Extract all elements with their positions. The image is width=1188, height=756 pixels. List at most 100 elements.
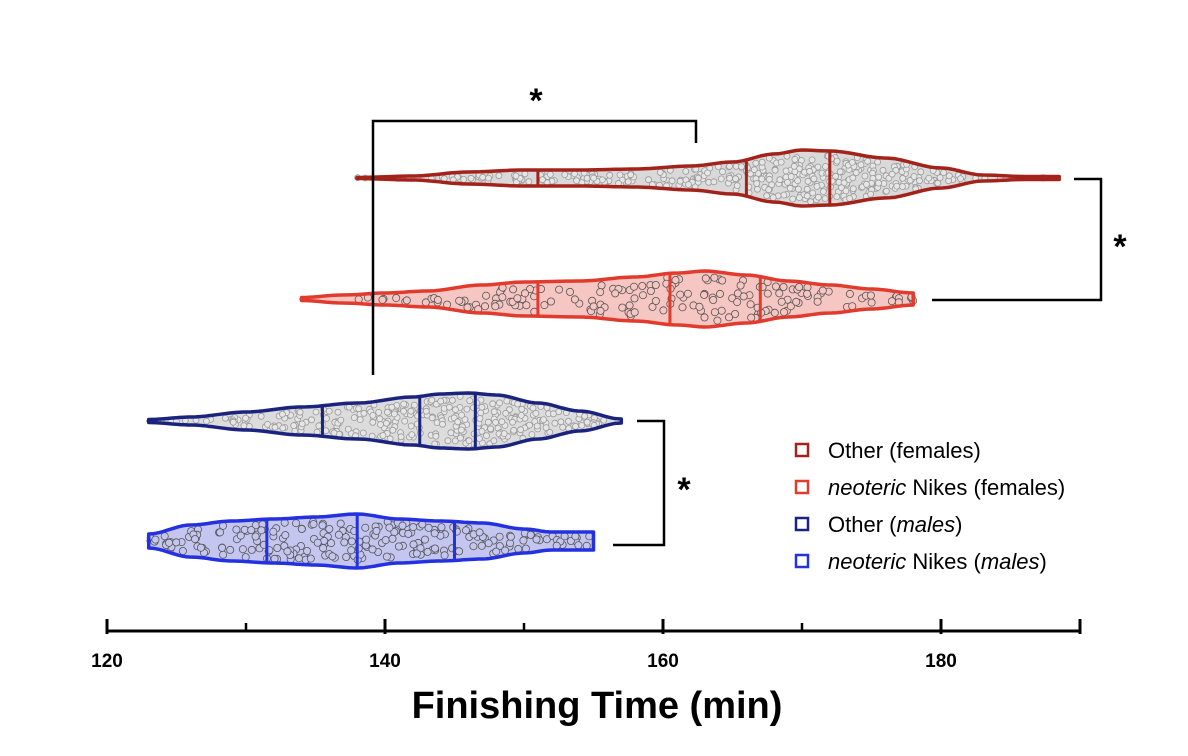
- data-point: [758, 158, 766, 166]
- data-point: [378, 295, 387, 304]
- data-point: [490, 437, 498, 445]
- data-point: [372, 526, 381, 535]
- data-point: [765, 186, 773, 194]
- data-point: [864, 157, 872, 165]
- data-point: [822, 163, 829, 170]
- data-point: [151, 535, 160, 544]
- data-point: [495, 542, 504, 551]
- data-point: [495, 532, 504, 541]
- data-point: [509, 418, 516, 426]
- data-point: [651, 296, 660, 305]
- data-point: [718, 276, 727, 285]
- data-point: [412, 549, 421, 558]
- data-point: [789, 195, 797, 203]
- data-point: [810, 175, 818, 183]
- data-point: [221, 414, 229, 422]
- data-point: [863, 180, 870, 188]
- data-point: [611, 289, 620, 298]
- data-point: [630, 282, 639, 291]
- data-point: [804, 177, 812, 185]
- data-point: [336, 519, 345, 528]
- data-point: [795, 283, 804, 292]
- data-point: [298, 420, 306, 428]
- data-point: [178, 547, 187, 556]
- data-point: [746, 300, 755, 309]
- data-point: [803, 289, 812, 298]
- legend-label: neoteric Nikes (males): [828, 549, 1047, 574]
- data-point: [160, 532, 169, 541]
- data-point: [350, 414, 358, 422]
- data-point: [678, 303, 687, 312]
- data-point: [682, 167, 690, 175]
- data-point: [514, 400, 521, 408]
- data-point: [578, 421, 586, 429]
- data-point: [313, 538, 322, 547]
- data-point: [509, 285, 518, 294]
- data-point: [388, 534, 397, 543]
- data-point: [456, 434, 464, 442]
- data-point: [292, 519, 301, 528]
- data-point: [695, 302, 704, 311]
- data-point: [202, 417, 210, 425]
- data-point: [754, 185, 761, 193]
- data-point: [750, 166, 758, 174]
- data-point: [325, 407, 333, 415]
- data-point: [701, 274, 710, 283]
- data-point: [529, 404, 537, 412]
- data-point: [484, 418, 492, 426]
- data-point: [455, 296, 464, 305]
- data-point: [278, 410, 286, 418]
- data-point: [445, 403, 453, 411]
- data-point: [219, 550, 228, 559]
- data-point: [433, 295, 442, 304]
- data-point: [551, 419, 559, 427]
- data-point: [485, 174, 492, 182]
- data-point: [318, 521, 327, 530]
- data-point: [428, 396, 436, 404]
- data-point: [510, 426, 518, 434]
- data-point: [546, 170, 554, 178]
- data-point: [477, 541, 486, 550]
- data-point: [498, 293, 507, 302]
- data-point: [334, 530, 343, 539]
- data-point: [482, 291, 491, 300]
- data-point: [475, 528, 484, 537]
- data-point: [383, 408, 391, 416]
- data-point: [430, 529, 439, 538]
- violin-outline-neoteric_females: [299, 269, 915, 329]
- data-point: [407, 407, 415, 415]
- data-point: [777, 158, 785, 166]
- data-point: [503, 397, 511, 405]
- data-point: [498, 418, 506, 426]
- data-point: [596, 288, 605, 297]
- data-point: [565, 417, 572, 425]
- data-point: [400, 400, 408, 408]
- data-point: [273, 544, 282, 553]
- data-point: [190, 535, 199, 544]
- data-point: [479, 173, 487, 181]
- data-point: [630, 308, 639, 317]
- data-point: [519, 536, 528, 545]
- data-point: [467, 174, 475, 182]
- points-other_males: [154, 392, 622, 449]
- data-point: [571, 170, 578, 178]
- data-point: [791, 155, 799, 163]
- data-point: [397, 433, 405, 441]
- data-point: [845, 289, 854, 298]
- data-point: [676, 177, 684, 185]
- data-point: [465, 437, 473, 445]
- data-point: [786, 184, 794, 192]
- data-point: [241, 553, 250, 562]
- data-point: [648, 302, 657, 311]
- data-point: [685, 181, 692, 188]
- data-point: [279, 424, 287, 432]
- data-point: [513, 294, 522, 303]
- data-point: [379, 432, 387, 439]
- data-point: [589, 302, 598, 311]
- data-point: [590, 174, 597, 182]
- data-point: [542, 424, 550, 432]
- data-point: [448, 396, 456, 404]
- data-point: [875, 179, 882, 187]
- data-point: [807, 198, 815, 206]
- data-point: [424, 523, 433, 532]
